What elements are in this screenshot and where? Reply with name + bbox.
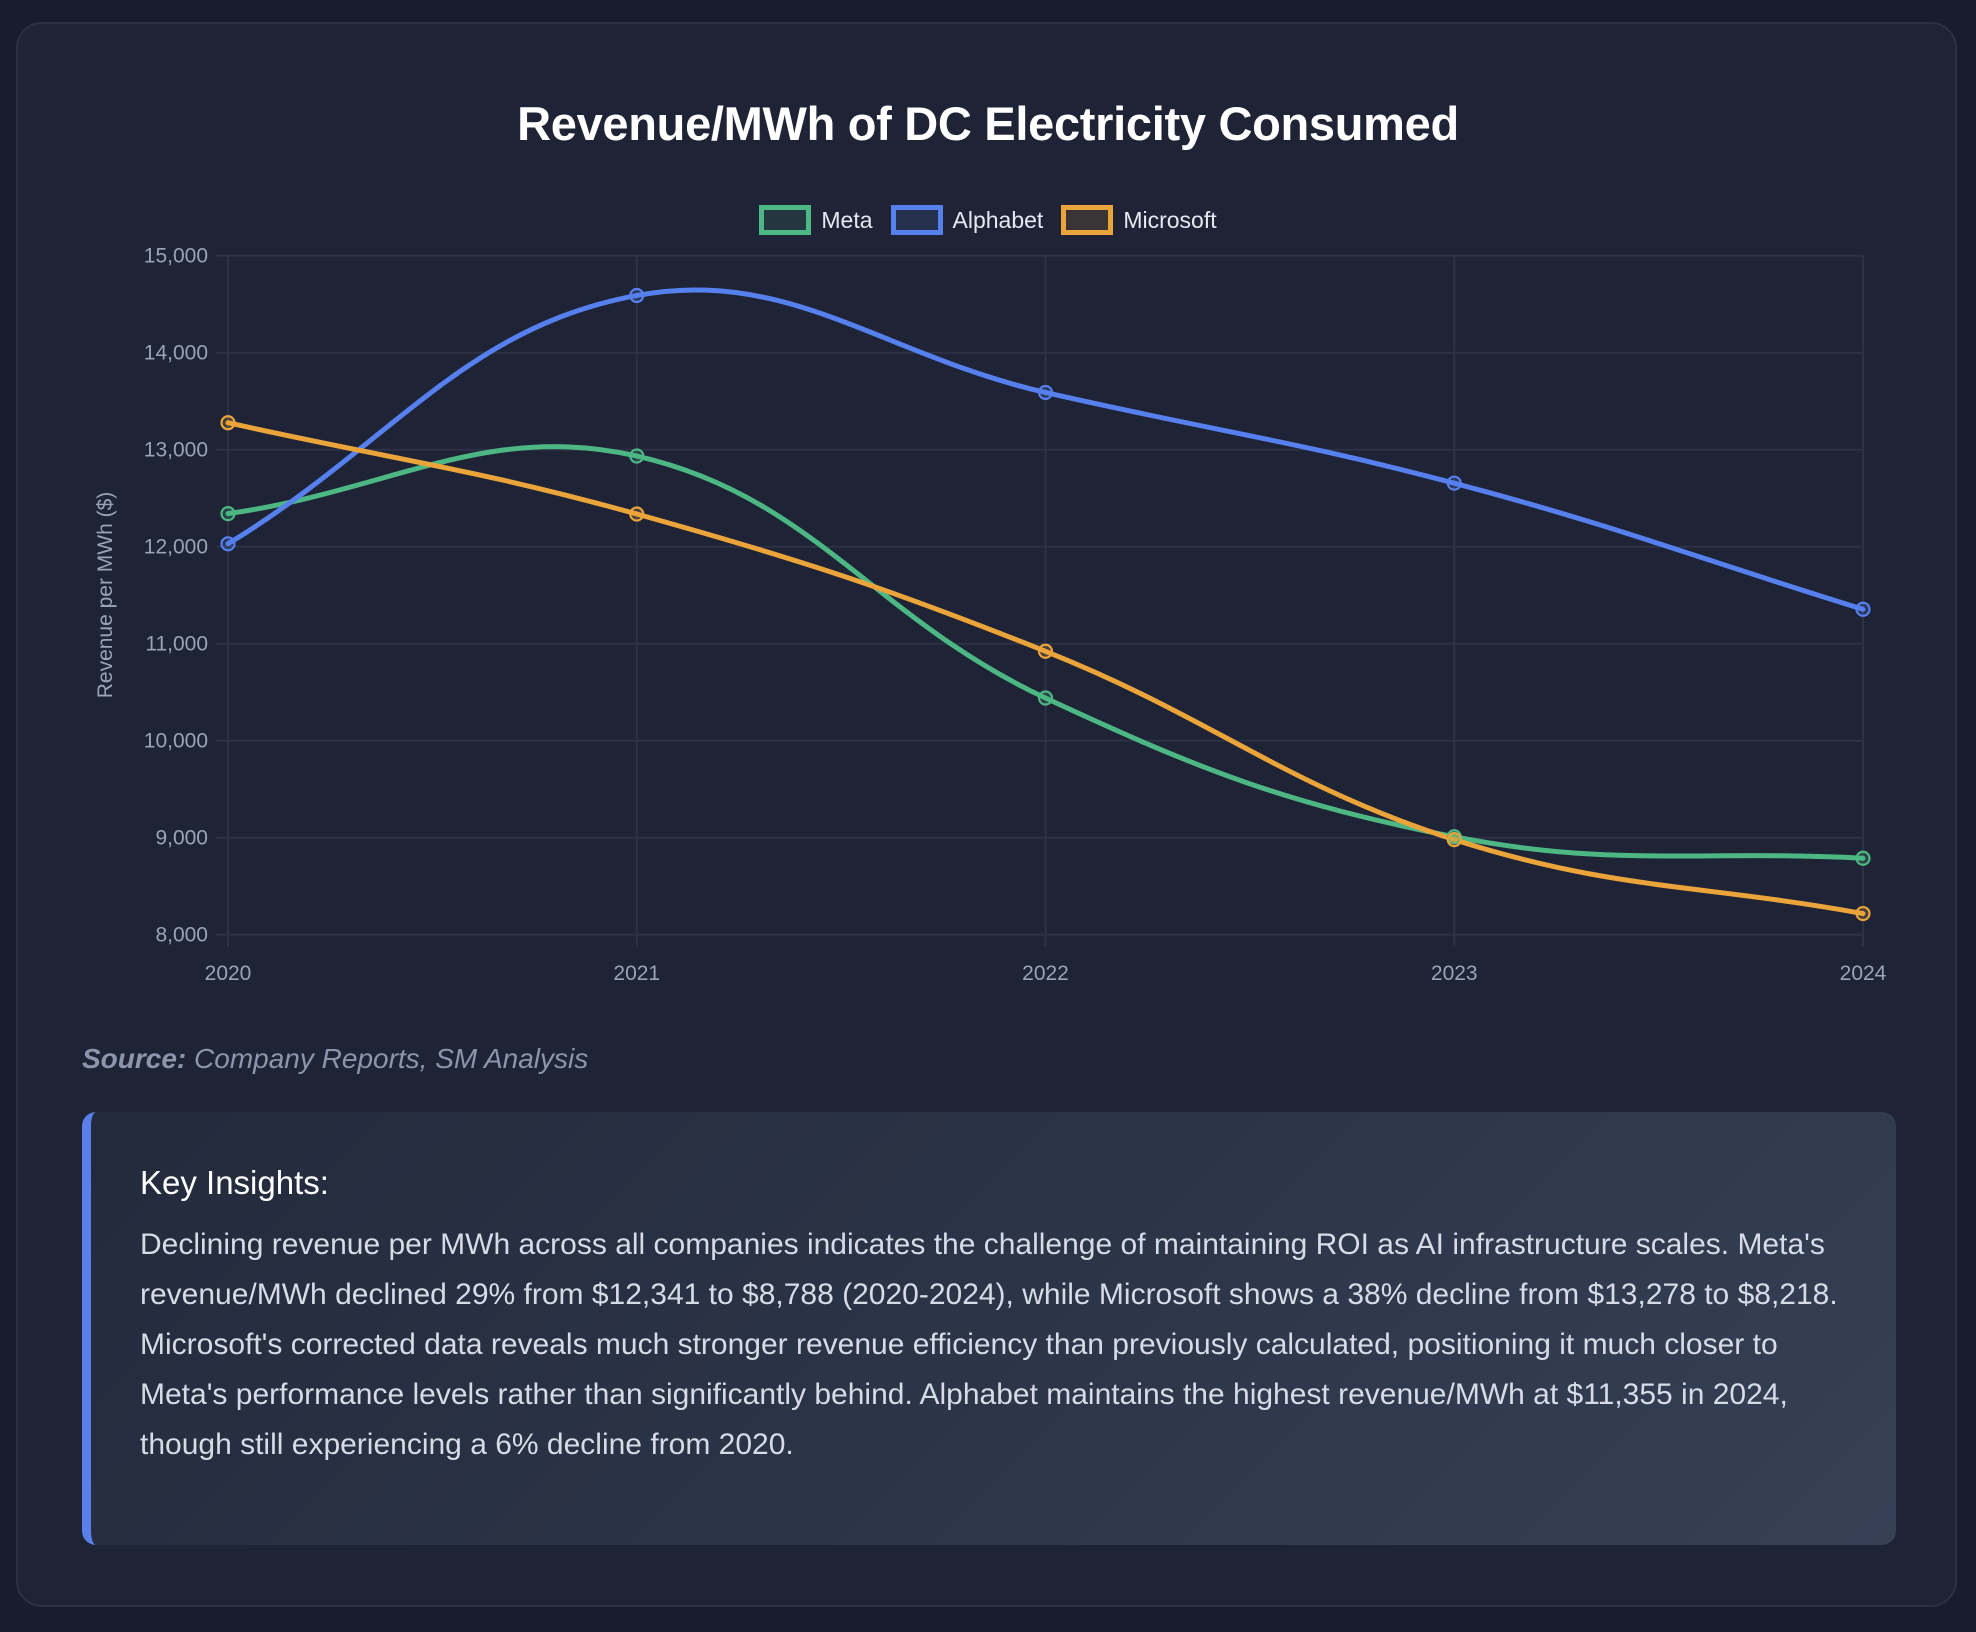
legend-swatch-alphabet [890,205,943,235]
y-tick-label: 12,000 [144,536,208,559]
data-point-alphabet [220,536,236,552]
data-point-microsoft [1855,905,1871,922]
x-tick-label: 2024 [1840,962,1887,985]
key-insights-title: Key Insights: [140,1164,329,1201]
series-lines [225,287,1866,917]
y-axis-ticks: 8,000 9,000 10,000 11,000 12,000 13,000 14,000… [144,245,208,947]
x-tick-label: 2021 [613,962,660,985]
data-points [220,287,1871,922]
data-point-meta [1855,850,1871,866]
legend-item-microsoft[interactable]: Microsoft [1061,205,1217,235]
source-label: Source: [82,1043,187,1074]
series-line-microsoft [225,420,1866,917]
data-point-microsoft [1037,643,1054,659]
legend-swatch-meta [759,205,812,235]
x-tick-label: 2020 [205,962,252,985]
data-point-alphabet [1037,384,1054,401]
y-tick-label: 11,000 [145,633,208,656]
y-tick-label: 13,000 [144,439,208,462]
x-tick-label: 2022 [1022,962,1069,985]
data-point-microsoft [1446,832,1462,848]
y-tick-label: 15,000 [144,245,208,268]
y-tick-label: 14,000 [144,342,208,365]
data-point-microsoft [629,506,645,522]
legend-label-microsoft: Microsoft [1123,206,1217,233]
source-text: Company Reports, SM Analysis [194,1043,589,1074]
data-point-meta [1037,690,1054,706]
series-line-alphabet [225,287,1866,612]
chart-title: Revenue/MWh of DC Electricity Consumed [517,97,1459,150]
legend-label-alphabet: Alphabet [952,206,1044,233]
y-axis-title: Revenue per MWh ($) [94,492,117,699]
legend-swatch-microsoft [1061,205,1114,235]
data-point-alphabet [1446,475,1462,491]
data-point-meta [629,448,645,464]
legend-item-alphabet[interactable]: Alphabet [890,205,1044,235]
data-point-alphabet [629,287,645,304]
series-line-meta [225,444,1866,861]
legend-label-meta: Meta [821,206,873,233]
grid-lines [216,254,1864,947]
key-insights-panel: Key Insights: Declining revenue per MWh … [82,1112,1896,1545]
source-note: Source: Company Reports, SM Analysis [82,1043,588,1075]
x-tick-label: 2023 [1431,962,1478,985]
y-tick-label: 8,000 [155,924,208,947]
data-point-meta [220,506,236,522]
y-tick-label: 10,000 [144,730,208,753]
data-point-microsoft [220,415,236,431]
legend-item-meta[interactable]: Meta [759,205,873,235]
data-point-alphabet [1855,601,1871,617]
key-insights-text: Declining revenue per MWh across all com… [140,1228,1838,1461]
y-tick-label: 9,000 [155,827,208,850]
x-axis-ticks: 2020 2021 2022 2023 2024 [205,962,1887,985]
chart-legend: Meta Alphabet Microsoft [0,205,1976,235]
